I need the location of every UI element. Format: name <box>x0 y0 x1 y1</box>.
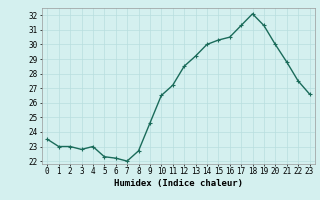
X-axis label: Humidex (Indice chaleur): Humidex (Indice chaleur) <box>114 179 243 188</box>
